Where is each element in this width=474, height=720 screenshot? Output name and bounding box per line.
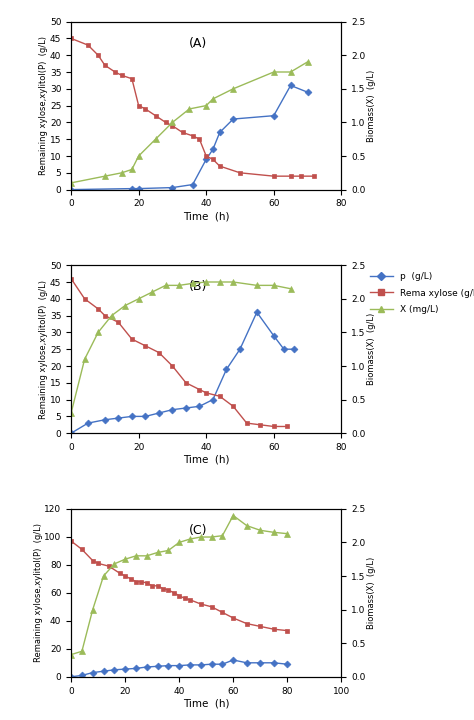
Legend: p  (g/L), Rema xylose (g/L), X (mg/L): p (g/L), Rema xylose (g/L), X (mg/L) [367,270,474,317]
Y-axis label: Remaining xylose,xylitol(P)  (g/L): Remaining xylose,xylitol(P) (g/L) [39,279,48,419]
X-axis label: Time  (h): Time (h) [183,455,229,464]
Y-axis label: Biomass(X)  (g/L): Biomass(X) (g/L) [367,69,376,142]
Text: (C): (C) [189,524,207,537]
Text: (B): (B) [189,280,207,293]
Y-axis label: Remaining xylose,xylitol(P)  (g/L): Remaining xylose,xylitol(P) (g/L) [39,36,48,175]
X-axis label: Time  (h): Time (h) [183,698,229,708]
Text: (A): (A) [189,37,207,50]
X-axis label: Time  (h): Time (h) [183,211,229,221]
Y-axis label: Biomass(X)  (g/L): Biomass(X) (g/L) [367,557,376,629]
Y-axis label: Biomass(X)  (g/L): Biomass(X) (g/L) [367,313,376,385]
Y-axis label: Remaining xylose,xylitol(P)  (g/L): Remaining xylose,xylitol(P) (g/L) [34,523,43,662]
